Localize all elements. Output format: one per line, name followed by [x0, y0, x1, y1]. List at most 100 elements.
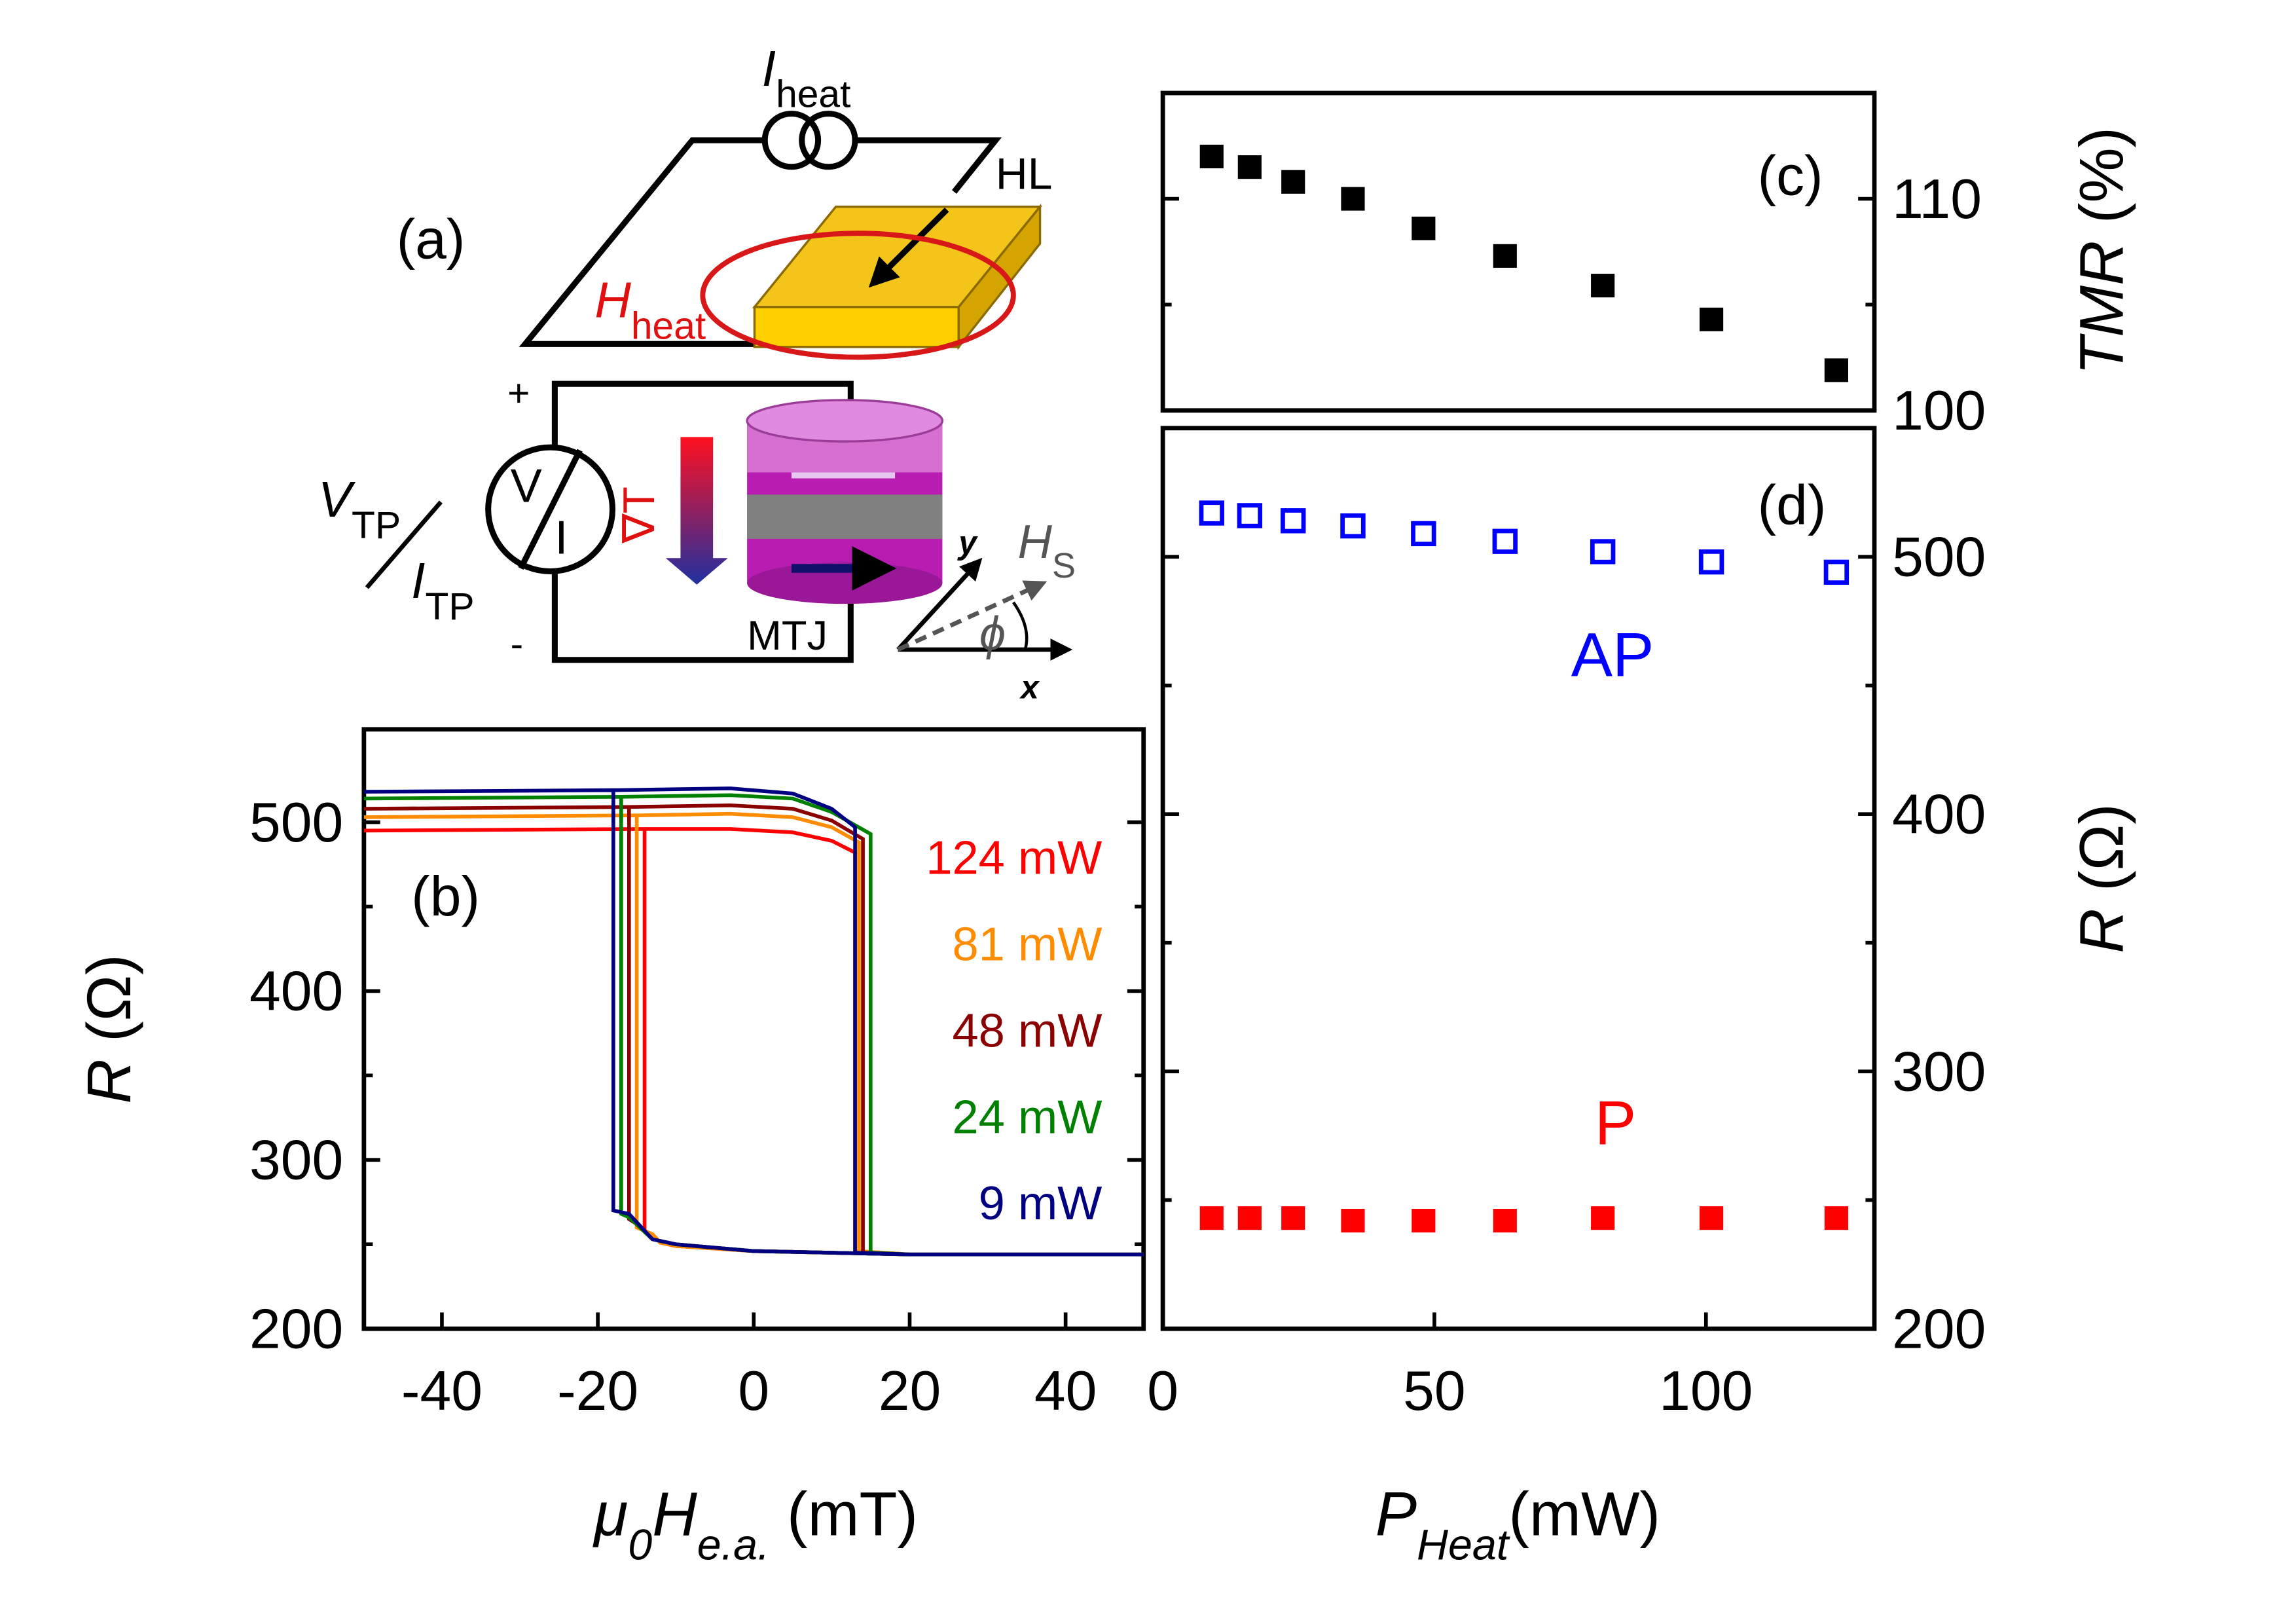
plot-frame [1160, 90, 1877, 413]
panel-label: (a) [397, 208, 465, 271]
x-tick-label: -40 [401, 1359, 483, 1422]
plus-label: + [507, 372, 530, 415]
marker [1700, 307, 1724, 331]
schematic: (a) Iheat HL Hheat + - VTP ITP V I ∇T MT… [318, 41, 1076, 706]
y-tick-label: 200 [249, 1297, 343, 1360]
panel-label: (d) [1757, 473, 1826, 536]
axis-title-part: (Ω) [2068, 803, 2137, 908]
angle-label: ϕ [979, 608, 1006, 660]
y-tick-label: 300 [1892, 1041, 1986, 1103]
sensor-field-label: HS [1018, 516, 1076, 585]
axis-title-part: 0 [628, 1521, 652, 1570]
axis-title-part: R [2068, 908, 2137, 953]
voltage-label: VTP [318, 472, 401, 546]
axis-title-part: (mT) [770, 1480, 919, 1549]
marker [1237, 155, 1262, 179]
x-tick-label: 100 [1659, 1359, 1753, 1422]
marker [1698, 549, 1724, 575]
y-tick-label: 500 [1892, 526, 1986, 589]
axis-title-part: (Ω) [75, 954, 144, 1059]
marker [1591, 1206, 1615, 1230]
axis-title-part: μ [592, 1480, 628, 1549]
marker [1492, 528, 1518, 554]
x-tick-label: -20 [557, 1359, 638, 1422]
axis-title-part: (mW) [1508, 1480, 1660, 1549]
current-source [761, 111, 822, 170]
legend-label: 81 mW [952, 919, 1102, 971]
marker [1493, 1209, 1517, 1233]
y-tick-label: 300 [249, 1129, 343, 1192]
x-tick-label: 40 [1034, 1359, 1097, 1422]
axis-title: PHeat(mW) [1376, 1480, 1660, 1570]
marker [1412, 216, 1436, 240]
axis-title: μ0He.a. (mT) [592, 1480, 918, 1570]
y-tick-label: 400 [1892, 783, 1986, 846]
meter-v: V [511, 460, 542, 513]
marker [1341, 187, 1365, 211]
marker [1823, 559, 1850, 585]
y-tick-label: 500 [249, 791, 343, 854]
y-axis-arrow [896, 557, 983, 652]
legend-label: 24 mW [952, 1091, 1102, 1143]
y-tick-label: 100 [1892, 379, 1986, 442]
heater-side [957, 203, 1042, 350]
x-tick-label: 20 [879, 1359, 941, 1422]
axis-title-part: Heat [1417, 1521, 1510, 1570]
junction-label: MTJ [747, 613, 828, 659]
marker [1412, 1209, 1436, 1233]
axis-x-label: x [1019, 669, 1040, 705]
legend-label: 124 mW [926, 832, 1102, 885]
heater-front [753, 306, 960, 348]
axis-title-part: H [652, 1480, 697, 1549]
y-tick-label: 110 [1892, 168, 1982, 231]
meter-i: I [555, 512, 568, 564]
legend-label: 48 mW [952, 1005, 1102, 1058]
marker [1411, 521, 1436, 547]
marker [1199, 144, 1224, 169]
slash [365, 500, 443, 589]
meter-slash [518, 449, 583, 570]
panel-label: (b) [411, 865, 480, 928]
current-source [799, 111, 858, 170]
x-tick-label: 0 [738, 1359, 769, 1422]
meter [485, 444, 616, 575]
heater-current-label: Iheat [762, 41, 851, 115]
marker [1281, 170, 1305, 194]
heater-line-label: HL [996, 150, 1053, 199]
marker [1199, 1206, 1224, 1230]
axis-title-part: P [1376, 1480, 1417, 1549]
series-label: P [1595, 1088, 1636, 1158]
marker [1700, 1206, 1724, 1230]
y-tick-label: 400 [249, 960, 343, 1023]
marker [1237, 503, 1263, 528]
heater-wire [855, 137, 1002, 194]
minus-label: - [511, 623, 524, 665]
axis-title-part: (%) [2068, 127, 2137, 241]
x-tick-label: 50 [1403, 1359, 1466, 1422]
heater-field-label: Hheat [594, 273, 706, 347]
gradient-label: ∇T [615, 487, 664, 544]
axis-title-part: R [75, 1059, 144, 1103]
axis-title: TMR (%) [2068, 127, 2137, 375]
marker [1199, 500, 1224, 526]
angle-arc [1012, 601, 1029, 650]
marker [1340, 513, 1366, 539]
marker [1591, 274, 1615, 298]
axis-title-part: e.a. [697, 1521, 770, 1570]
marker [1281, 508, 1306, 534]
plot-frame [361, 727, 1146, 1331]
axis-y-label: y [957, 525, 978, 561]
field-direction [897, 580, 1048, 652]
marker [1824, 358, 1848, 382]
gradient-arrow [665, 437, 728, 585]
field-loop [700, 231, 1016, 360]
legend-label: 9 mW [979, 1177, 1102, 1230]
current-label: ITP [411, 553, 474, 627]
current-arrow [868, 207, 949, 288]
loop [363, 786, 1144, 1257]
y-tick-label: 200 [1892, 1297, 1986, 1360]
circuit [551, 571, 854, 663]
mtj-barrier [747, 494, 943, 539]
panel-label: (c) [1757, 145, 1823, 208]
